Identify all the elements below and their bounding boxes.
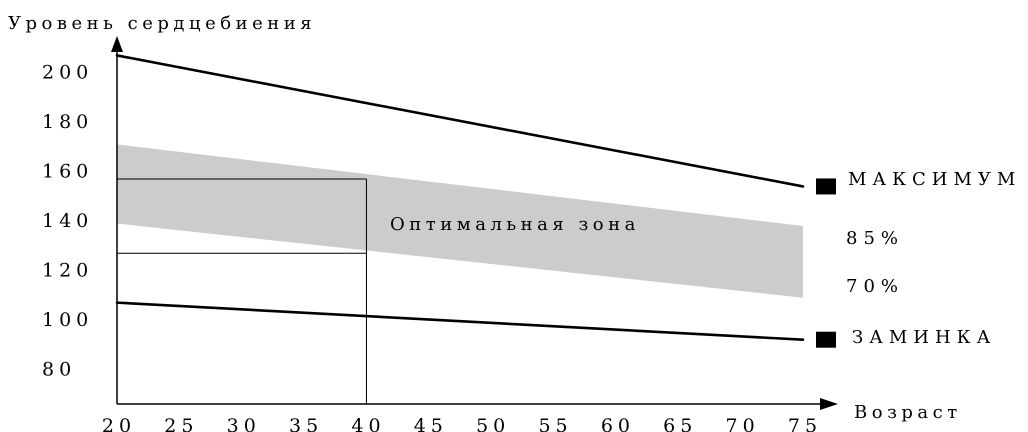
y-tick-label: 120 xyxy=(42,260,93,282)
y-tick-label: 180 xyxy=(42,111,93,133)
y-axis-arrow xyxy=(111,36,123,52)
cooldown-series-label: ЗАМИНКА xyxy=(852,327,996,348)
y-tick-label: 200 xyxy=(42,62,93,84)
x-tick-label: 25 xyxy=(164,415,198,432)
x-axis-arrow xyxy=(820,398,838,410)
y-tick-label: 100 xyxy=(42,309,93,331)
max-series-label: МАКСИМУМ xyxy=(848,169,1021,190)
x-tick-label: 70 xyxy=(726,415,760,432)
annotation-guides xyxy=(117,178,367,404)
series-line-0 xyxy=(115,54,805,188)
band-lower-label: 70% xyxy=(846,276,904,297)
x-tick-label: 20 xyxy=(102,415,136,432)
optimal-zone-label: Оптимальная зона xyxy=(390,214,640,235)
series-marker-1 xyxy=(816,331,836,348)
x-axis-label: Возраст xyxy=(854,402,962,423)
x-tick-label: 65 xyxy=(663,415,697,432)
x-tick-label: 40 xyxy=(351,415,385,432)
y-tick-label: 140 xyxy=(42,210,93,232)
x-tick-label: 35 xyxy=(289,415,323,432)
x-tick-label: 55 xyxy=(538,415,572,432)
series-marker-0 xyxy=(816,178,836,195)
series-markers xyxy=(816,178,836,348)
series-line-1 xyxy=(115,301,805,342)
y-tick-label: 160 xyxy=(42,161,93,183)
x-tick-label: 75 xyxy=(788,415,822,432)
y-axis-label: Уровень сердцебиения xyxy=(8,13,316,34)
band-upper-label: 85% xyxy=(846,228,904,249)
x-tick-label: 45 xyxy=(414,415,448,432)
y-tick-label: 80 xyxy=(42,358,76,380)
series-lines xyxy=(115,54,805,342)
x-tick-label: 50 xyxy=(476,415,510,432)
x-tick-labels: 20 25 30 35 40 45 50 55 60 65 70 75 xyxy=(102,415,822,432)
y-tick-labels: 80 100 120 140 160 180 200 xyxy=(42,62,93,381)
x-tick-label: 30 xyxy=(227,415,261,432)
x-tick-label: 60 xyxy=(601,415,635,432)
optimal-zone-band xyxy=(117,144,803,298)
